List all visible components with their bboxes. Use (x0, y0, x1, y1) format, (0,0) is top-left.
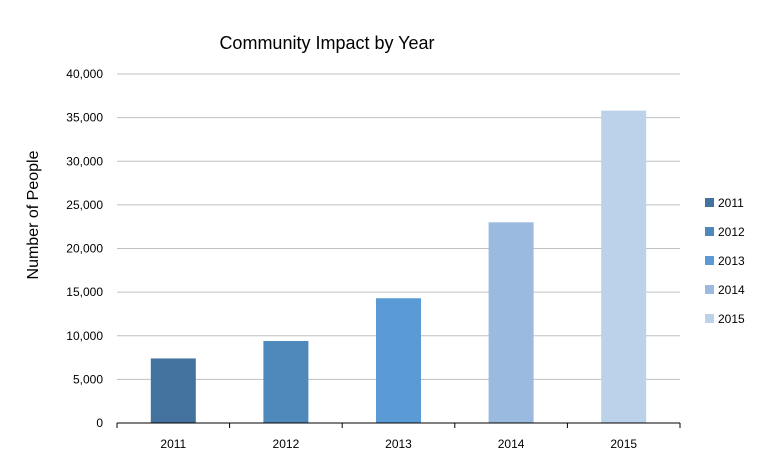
legend-swatch (705, 256, 714, 265)
gridlines (117, 73, 680, 380)
legend-label: 2014 (718, 283, 745, 297)
y-tick-label: 15,000 (66, 285, 103, 299)
x-axis-ticks: 2011 2012 2013 2014 2015 (116, 423, 681, 451)
x-tick-label: 2012 (273, 437, 300, 451)
bar-series (150, 110, 647, 424)
y-tick-label: 5,000 (73, 372, 103, 386)
chart-title: Community Impact by Year (219, 33, 434, 53)
y-tick-label: 25,000 (66, 198, 103, 212)
y-tick-label: 40,000 (66, 67, 103, 81)
y-tick-label: 30,000 (66, 154, 103, 168)
bar-2011 (150, 358, 196, 423)
bar-2012 (263, 340, 309, 423)
bar-2015 (601, 110, 647, 424)
bar-2014 (488, 222, 534, 423)
legend-swatch (705, 198, 714, 207)
y-tick-label: 35,000 (66, 111, 103, 125)
legend-label: 2015 (718, 312, 745, 326)
y-axis-ticks: 0 5,000 10,000 15,000 20,000 25,000 30,000 35,0… (66, 67, 103, 430)
legend-swatch (705, 285, 714, 294)
x-tick-label: 2011 (160, 437, 186, 451)
legend: 2011 2012 2013 2014 2015 (705, 196, 745, 326)
y-tick-label: 10,000 (66, 329, 103, 343)
y-tick-label: 0 (96, 416, 103, 430)
x-tick-label: 2014 (498, 437, 525, 451)
legend-label: 2013 (718, 254, 745, 268)
legend-swatch (705, 227, 714, 236)
legend-swatch (705, 314, 714, 323)
x-tick-label: 2013 (385, 437, 412, 451)
legend-label: 2012 (718, 225, 745, 239)
x-tick-label: 2015 (610, 437, 637, 451)
y-axis-label: Number of People (25, 150, 42, 279)
y-tick-label: 20,000 (66, 242, 103, 256)
legend-label: 2011 (718, 196, 744, 210)
bar-2013 (376, 298, 421, 423)
